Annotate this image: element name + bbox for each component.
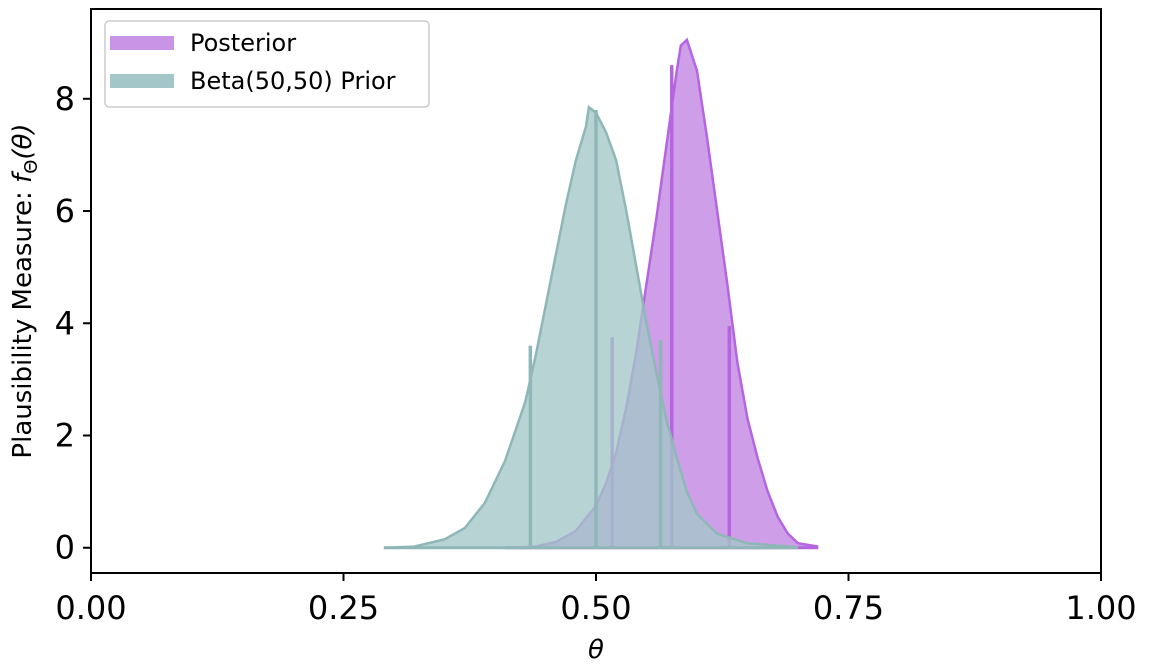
y-tick-label: 8 [55, 80, 75, 118]
legend-label-posterior: Posterior [190, 29, 296, 57]
x-tick-label: 0.25 [308, 589, 379, 627]
density-area-prior [383, 107, 798, 548]
y-tick-label: 4 [55, 304, 75, 342]
plot-area [383, 37, 819, 550]
legend: Posterior Beta(50,50) Prior [104, 20, 430, 108]
y-axis-label-subscript: Θ [21, 160, 42, 174]
density-line-prior [383, 104, 799, 549]
x-tick-label: 1.00 [1065, 589, 1136, 627]
y-axis-label-text: Plausibility Measure: [8, 183, 38, 459]
legend-swatch-posterior [110, 36, 174, 50]
x-axis: 0.00 0.25 0.50 0.75 1.00 [55, 573, 1137, 627]
legend-swatch-prior [110, 74, 174, 88]
y-axis-label-arg: (θ) [8, 123, 38, 159]
legend-box [104, 20, 430, 108]
density-area-posterior [505, 39, 819, 548]
x-tick-label: 0.00 [55, 589, 126, 627]
y-axis-label: Plausibility Measure: fΘ(θ) [8, 123, 42, 458]
y-tick-label: 2 [55, 417, 75, 455]
x-axis-label: θ [588, 635, 604, 665]
y-axis: 0 2 4 6 8 [55, 80, 91, 567]
legend-label-prior: Beta(50,50) Prior [190, 67, 396, 95]
y-tick-label: 0 [55, 529, 75, 567]
x-tick-label: 0.50 [560, 589, 631, 627]
x-tick-label: 0.75 [813, 589, 884, 627]
y-tick-label: 6 [55, 192, 75, 230]
